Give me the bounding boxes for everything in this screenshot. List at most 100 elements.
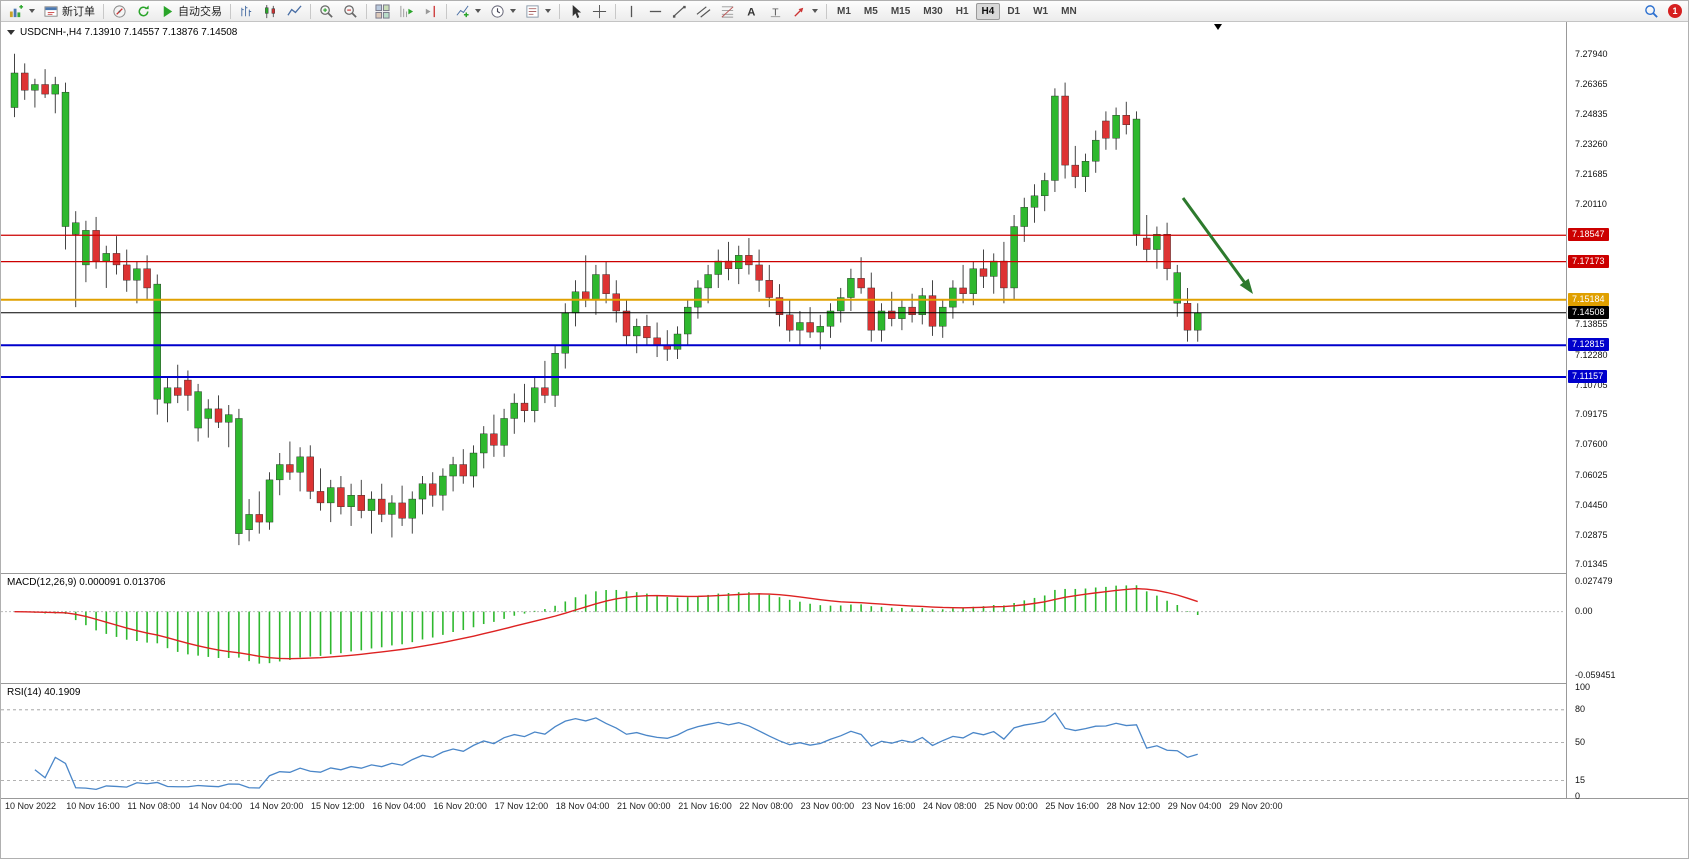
time-axis-label: 18 Nov 04:00 xyxy=(555,801,610,811)
collapse-icon[interactable] xyxy=(7,30,15,35)
macd-indicator-label: MACD(12,26,9) 0.000091 0.013706 xyxy=(7,577,166,588)
indicators-button[interactable] xyxy=(451,2,485,20)
new-chart-button[interactable] xyxy=(5,2,39,20)
tile-windows-icon xyxy=(375,3,390,19)
price-axis-label: 7.13855 xyxy=(1575,319,1608,330)
price-axis-label: 7.26365 xyxy=(1575,79,1608,90)
chart-shift-button[interactable] xyxy=(419,2,442,20)
arrows-tool-button[interactable] xyxy=(788,2,822,20)
autotrade-play-icon xyxy=(163,5,173,17)
line-chart-icon xyxy=(287,4,302,16)
new-chart-icon xyxy=(9,4,24,17)
horizontal-line-tool-button[interactable] xyxy=(644,2,667,20)
arrow-object-icon xyxy=(794,7,804,17)
indicators-icon xyxy=(456,5,469,17)
time-axis-label: 21 Nov 00:00 xyxy=(617,801,671,811)
chart-shift-marker[interactable] xyxy=(1214,24,1222,30)
price-axis-label: 7.12280 xyxy=(1575,349,1608,360)
timeframe-h4-button[interactable]: H4 xyxy=(975,2,1001,20)
time-axis-label: 14 Nov 20:00 xyxy=(249,801,304,811)
toolbar-separator xyxy=(615,3,616,19)
trendline-icon xyxy=(672,5,686,18)
time-axis[interactable]: 10 Nov 2022 10 Nov 16:00 11 Nov 08:00 14 No… xyxy=(1,801,1688,817)
label-tool-button[interactable]: T xyxy=(764,2,787,20)
candles-series xyxy=(10,53,1202,546)
channel-icon xyxy=(696,5,711,18)
bar-chart-mode-button[interactable] xyxy=(235,2,258,20)
candlestick-mode-button[interactable] xyxy=(259,2,282,20)
toolbar-separator xyxy=(103,3,104,19)
refresh-button[interactable] xyxy=(132,2,155,20)
text-tool-button[interactable]: A xyxy=(740,2,763,20)
trend-arrow-annotation[interactable] xyxy=(1181,197,1249,288)
autotrade-button[interactable]: 自动交易 xyxy=(156,2,226,20)
new-order-label: 新订单 xyxy=(62,6,95,18)
search-button[interactable] xyxy=(1640,2,1663,20)
cursor-tool-button[interactable] xyxy=(564,2,587,20)
autotrade-label: 自动交易 xyxy=(178,6,222,18)
metaeditor-button[interactable] xyxy=(108,2,131,20)
chart-shift-icon xyxy=(425,5,435,17)
candlestick-chart-icon xyxy=(265,4,275,18)
price-level-badge: 7.17173 xyxy=(1568,254,1609,268)
cursor-icon xyxy=(572,4,582,18)
timeframe-mn-button[interactable]: MN xyxy=(1055,3,1083,20)
refresh-icon xyxy=(138,4,149,16)
templates-button[interactable] xyxy=(521,2,555,20)
price-axis-label: 7.23260 xyxy=(1575,138,1608,149)
auto-scroll-button[interactable] xyxy=(395,2,418,20)
timeframe-h1-button[interactable]: H1 xyxy=(950,3,975,20)
rsi-axis-label: 100 xyxy=(1575,682,1591,692)
dropdown-arrow-icon xyxy=(510,9,516,13)
zoom-in-button[interactable] xyxy=(315,2,338,20)
trendline-tool-button[interactable] xyxy=(668,2,691,20)
macd-histogram xyxy=(23,585,1199,664)
templates-icon xyxy=(526,4,539,18)
time-axis-label: 14 Nov 04:00 xyxy=(188,801,243,811)
fibonacci-tool-button[interactable] xyxy=(716,2,739,20)
clock-icon xyxy=(491,4,504,18)
price-axis-label: 7.27940 xyxy=(1575,48,1608,59)
fibonacci-icon xyxy=(721,5,734,18)
toolbar: 新订单 自动交易 xyxy=(1,1,1688,22)
price-axis-label: 7.02875 xyxy=(1575,530,1608,540)
timeframe-m1-button[interactable]: M1 xyxy=(831,3,857,20)
price-level-badge: 7.12815 xyxy=(1568,338,1609,352)
time-axis-label: 22 Nov 08:00 xyxy=(739,801,793,811)
dropdown-arrow-icon xyxy=(475,9,481,13)
timeframe-m30-button[interactable]: M30 xyxy=(917,3,948,20)
line-chart-mode-button[interactable] xyxy=(283,2,306,20)
timeframe-m15-button[interactable]: M15 xyxy=(885,3,916,20)
svg-text:T: T xyxy=(772,7,779,18)
crosshair-tool-button[interactable] xyxy=(588,2,611,20)
zoom-out-button[interactable] xyxy=(339,2,362,20)
chart-symbol-header: USDCNH-,H4 7.13910 7.14557 7.13876 7.145… xyxy=(7,27,237,38)
auto-scroll-icon xyxy=(400,5,414,17)
notification-badge[interactable]: 1 xyxy=(1668,4,1682,18)
time-axis-label: 23 Nov 00:00 xyxy=(800,801,855,811)
price-axis[interactable]: 7.27940 7.26365 7.24835 7.23260 7.21685 7.201… xyxy=(1567,1,1688,858)
vertical-line-icon xyxy=(630,5,633,17)
macd-axis-label: 0.027479 xyxy=(1575,575,1613,586)
bar-chart-icon xyxy=(241,5,252,16)
periods-button[interactable] xyxy=(486,2,520,20)
price-axis-label: 7.09175 xyxy=(1575,409,1608,420)
timeframe-m5-button[interactable]: M5 xyxy=(858,3,884,20)
tile-windows-button[interactable] xyxy=(371,2,394,20)
channel-tool-button[interactable] xyxy=(692,2,715,20)
rsi-axis-label: 0 xyxy=(1575,791,1581,801)
new-order-icon xyxy=(44,5,58,17)
timeframe-w1-button[interactable]: W1 xyxy=(1027,3,1054,20)
zoom-in-icon xyxy=(320,4,333,18)
macd-axis-label: 0.00 xyxy=(1575,605,1593,616)
vertical-line-tool-button[interactable] xyxy=(620,2,643,20)
dropdown-arrow-icon xyxy=(812,9,818,13)
new-order-button[interactable]: 新订单 xyxy=(40,2,99,20)
time-axis-label: 17 Nov 12:00 xyxy=(494,801,549,811)
rsi-line xyxy=(34,711,1198,791)
rsi-axis-label: 80 xyxy=(1575,703,1586,714)
timeframe-d1-button[interactable]: D1 xyxy=(1001,3,1026,20)
price-axis-label: 7.24835 xyxy=(1575,108,1608,119)
